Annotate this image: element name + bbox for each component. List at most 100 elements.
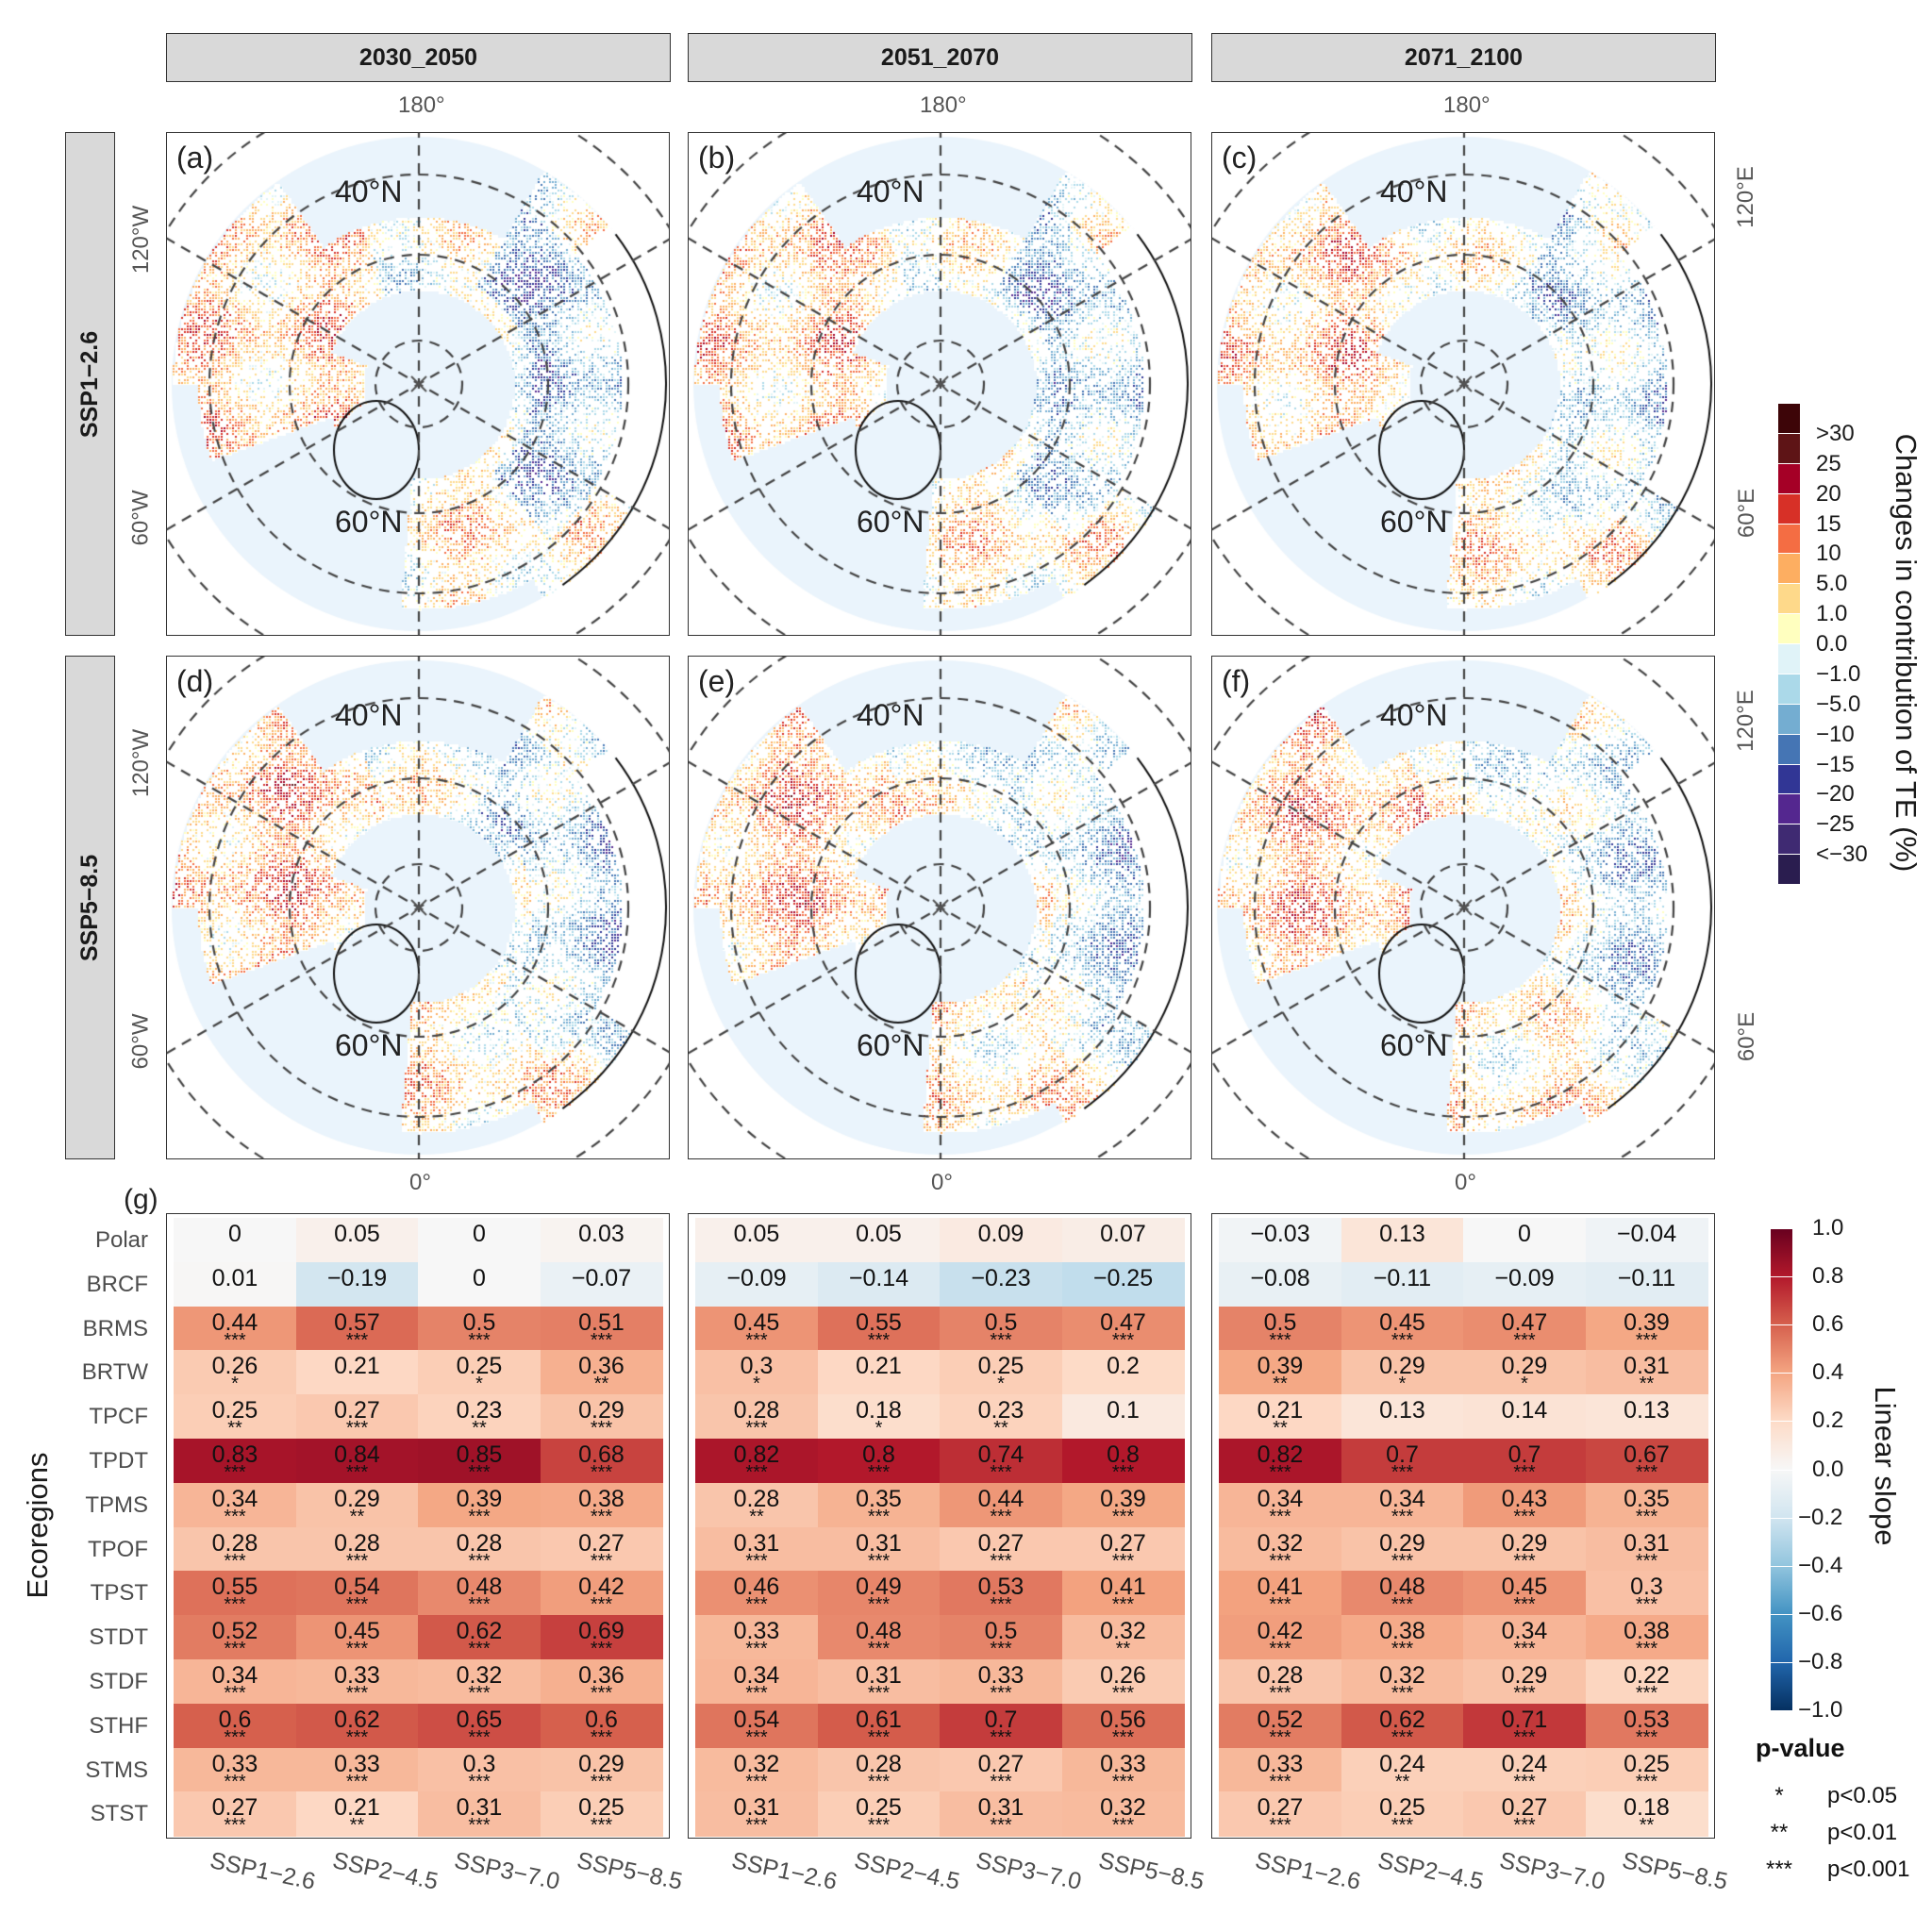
cell-value: 0.29 [578,1397,625,1424]
cell-value: 0.25 [456,1353,503,1380]
slope-colorbar-label: 0.0 [1812,1456,1844,1482]
heatmap-cell: 0.31 *** [940,1791,1062,1837]
heatmap-cell: 0.25 *** [1585,1747,1708,1792]
column-strip-2030-2050: 2030_2050 [166,33,671,82]
map-colorbar-swatch [1778,554,1800,584]
cell-value: 0.31 [1624,1529,1670,1557]
slope-colorbar-tick [1771,1421,1792,1423]
heatmap-cell: 0.47 *** [1061,1306,1185,1351]
cell-significance: *** [867,1815,891,1837]
map-colorbar-swatch [1778,493,1800,524]
heatmap-cell: 0.33 *** [295,1747,419,1792]
cell-significance: *** [1635,1726,1658,1748]
x-tick-label: SSP2−4.5 [851,1847,962,1895]
map-colorbar-label: 0.0 [1816,631,1848,657]
heatmap-cell: 0.28 *** [817,1747,941,1792]
map-colorbar-label: 15 [1816,510,1841,537]
cell-significance: * [1521,1374,1528,1395]
cell-value: 0.32 [1100,1794,1146,1822]
slope-colorbar-label: −0.4 [1798,1552,1843,1578]
cell-significance: *** [1391,1462,1414,1483]
heatmap-cell: 0.21 ** [1219,1394,1341,1440]
pvalue-symbol: ** [1770,1820,1789,1845]
cell-significance: *** [1391,1506,1414,1527]
heatmap-cell: 0.33 *** [1061,1747,1185,1792]
cell-significance: ** [593,1374,609,1395]
cell-value: 0.38 [1624,1618,1670,1645]
map-colorbar-label: −5.0 [1816,691,1861,717]
slope-colorbar-label: −0.2 [1798,1504,1843,1530]
latitude-label-40n: 40°N [857,175,924,208]
heatmap-cell: 0.18 * [817,1394,941,1440]
heatmap-cell: −0.11 [1585,1261,1708,1307]
cell-value: 0.14 [1501,1397,1548,1424]
slope-colorbar-tick [1771,1373,1792,1374]
cell-significance: ** [349,1506,365,1527]
cell-value: 0.27 [977,1529,1024,1557]
cell-significance: *** [224,1506,246,1527]
cell-value: −0.11 [1373,1264,1432,1291]
heatmap-cell: 0.52 *** [174,1615,296,1660]
map-colorbar-swatch [1778,855,1800,884]
cell-value: 0.33 [211,1750,258,1777]
map-colorbar-label: <−30 [1816,841,1868,868]
slope-colorbar-tick [1771,1517,1792,1519]
longitude-label-top: 180° [1443,92,1491,118]
map-colorbar-label: −15 [1816,751,1855,777]
cell-value: 0.61 [856,1706,902,1733]
heatmap-cell: 0.32 *** [1341,1659,1464,1705]
cell-value: 0.29 [334,1485,380,1512]
heatmap-cell: 0.33 *** [174,1747,296,1792]
cell-significance: *** [224,1815,246,1837]
heatmap-cell: 0.38 *** [1341,1615,1464,1660]
cell-value: 0.68 [578,1441,625,1468]
heatmap-cell: 0.52 *** [1219,1703,1341,1749]
cell-value: 0.3 [462,1750,496,1777]
panel-letter: (d) [176,664,214,698]
heatmap-cell: 0 [418,1261,541,1307]
heatmap-cell: 0.45 *** [695,1306,818,1351]
heatmap-cell: 0.31 *** [418,1791,541,1837]
cell-significance: *** [745,1329,768,1351]
cell-significance: *** [990,1815,1012,1837]
heatmap-cell: 0.28 *** [174,1526,296,1572]
panel-letter: (b) [698,141,736,175]
cell-value: 0.05 [334,1221,380,1247]
map-colorbar-swatch [1778,674,1800,704]
cell-significance: *** [1635,1683,1658,1704]
cell-value: −0.14 [848,1264,909,1291]
map-colorbar-swatch [1778,764,1800,794]
cell-significance: *** [224,1639,246,1660]
cell-significance: *** [468,1594,491,1616]
cell-value: 0.49 [856,1574,902,1601]
heatmap-cell: 0.7 *** [1463,1439,1586,1484]
cell-significance: *** [590,1726,613,1748]
heatmap-cell: −0.09 [695,1261,818,1307]
heatmap-cell: 0.13 [1341,1218,1464,1263]
heatmap-cell: 0.45 *** [1341,1306,1464,1351]
cell-significance: *** [590,1683,613,1704]
cell-value: 0.31 [733,1529,780,1557]
heatmap-cell: 0.27 *** [540,1526,663,1572]
cell-value: 0.7 [1386,1441,1419,1468]
latitude-label-40n: 40°N [1380,698,1448,732]
heatmap-cell: 0.3 * [695,1350,818,1395]
x-tick-label: SSP2−4.5 [329,1847,441,1895]
cell-value: −0.03 [1250,1221,1310,1247]
cell-value: 0.27 [977,1750,1024,1777]
heatmap-panel-2051_2070: 0.05 0.05 0.09 0.07 −0.09 −0.14 −0.23 −0.25 0.45… [688,1213,1191,1839]
y-tick-label: BRMS [82,1315,148,1341]
y-tick-label: STDF [89,1669,148,1694]
cell-value: 0.47 [1501,1308,1548,1336]
cell-value: 0.84 [334,1441,380,1468]
heatmap-cell: −0.03 [1219,1218,1341,1263]
slope-colorbar-label: 0.2 [1812,1407,1844,1434]
cell-significance: *** [1111,1771,1135,1792]
x-tick-label: SSP3−7.0 [1497,1847,1607,1895]
cell-significance: *** [867,1550,891,1572]
heatmap-cell: 0.24 ** [1341,1747,1464,1792]
heatmap-cell: 0.82 *** [695,1439,818,1484]
cell-value: 0.29 [1379,1353,1425,1380]
cell-significance: *** [1635,1771,1658,1792]
cell-value: 0.43 [1501,1485,1548,1512]
